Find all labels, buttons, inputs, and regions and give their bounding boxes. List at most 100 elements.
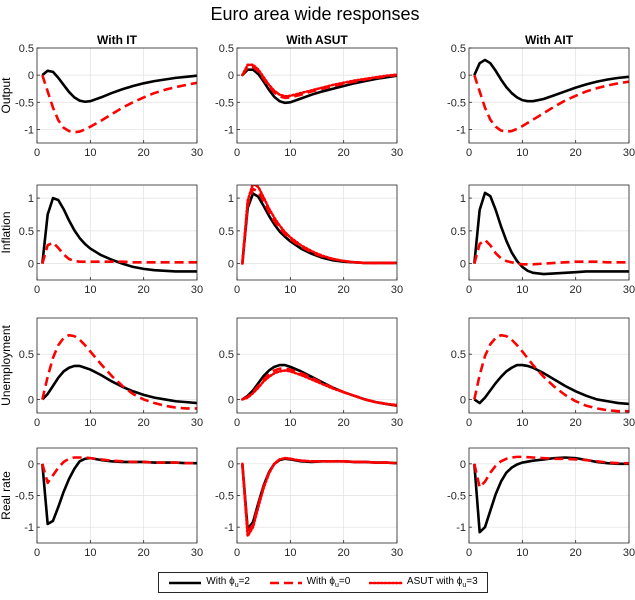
y-tick-label: -0.5 <box>447 491 466 503</box>
x-tick-label: 10 <box>516 284 528 296</box>
panel-inflation-with-asut: 0 10 20 30 1 0.5 0 <box>219 184 403 296</box>
plot-area <box>237 318 397 413</box>
x-tick-label: 20 <box>138 284 150 296</box>
panel-real-rate-with-it: 0 10 20 30 0 -0.5 -1 Real rate <box>0 447 203 559</box>
row-label-output: Output <box>0 77 13 114</box>
x-tick-label: 20 <box>338 547 350 559</box>
legend-swatch <box>269 581 302 584</box>
y-tick-label: 0.5 <box>451 349 466 361</box>
y-tick-label: -0.5 <box>215 97 234 109</box>
y-tick-label: 0.5 <box>19 43 34 55</box>
column-title-with-ait: With AIT <box>525 33 574 47</box>
panel-output-with-ait: 0 10 20 30 0.5 0 -0.5 -1 With AIT <box>447 33 635 159</box>
panel-unemployment-with-ait: 0 10 20 30 0.5 0 <box>451 317 635 429</box>
column-title-with-it: With IT <box>97 33 138 47</box>
y-tick-label: -1 <box>456 124 466 136</box>
x-tick-label: 10 <box>84 147 96 159</box>
plot-area <box>237 48 397 143</box>
y-tick-label: 1 <box>28 193 34 205</box>
panel-output-with-it: 0 10 20 30 0.5 0 -0.5 -1 With IT Output <box>0 33 203 159</box>
x-tick-label: 30 <box>391 417 403 429</box>
series-line-phi0 <box>41 456 197 485</box>
x-tick-label: 30 <box>191 284 203 296</box>
panel-unemployment-with-asut: 0 10 20 30 0.5 0 <box>219 317 403 429</box>
axes-box <box>236 47 398 144</box>
x-tick-label: 10 <box>284 147 296 159</box>
x-tick-label: 10 <box>516 547 528 559</box>
x-tick-label: 20 <box>570 547 582 559</box>
y-tick-label: 0.5 <box>451 226 466 238</box>
x-tick-label: 30 <box>191 147 203 159</box>
x-tick-label: 30 <box>623 547 635 559</box>
y-tick-label: -0.5 <box>15 97 34 109</box>
panel-unemployment-with-it: 0 10 20 30 0.5 0 Unemployment <box>0 317 203 429</box>
y-tick-label: -1 <box>24 124 34 136</box>
x-tick-label: 0 <box>466 417 472 429</box>
panel-inflation-with-ait: 0 10 20 30 1 0.5 0 <box>451 184 635 296</box>
series-line-phi0 <box>41 74 197 134</box>
x-tick-label: 30 <box>191 547 203 559</box>
legend-swatch <box>368 581 403 584</box>
y-tick-label: -0.5 <box>215 491 234 503</box>
series-line-phi0 <box>41 241 197 264</box>
figure-title: Euro area wide responses <box>210 4 419 24</box>
x-tick-label: 0 <box>34 547 40 559</box>
legend-item-phi0: With ϕu=0 <box>269 576 351 589</box>
x-tick-label: 0 <box>34 417 40 429</box>
plot-area <box>469 48 629 143</box>
x-tick-label: 0 <box>234 284 240 296</box>
x-tick-label: 0 <box>234 147 240 159</box>
y-tick-label: -1 <box>456 522 466 534</box>
x-tick-label: 20 <box>338 147 350 159</box>
plot-area <box>37 48 197 143</box>
y-tick-label: 0.5 <box>219 226 234 238</box>
x-tick-label: 30 <box>623 417 635 429</box>
panel-inflation-with-it: 0 10 20 30 1 0.5 0 Inflation <box>0 184 203 296</box>
y-tick-label: 0 <box>28 459 34 471</box>
legend-item-asut3: ASUT with ϕu=3 <box>368 576 478 589</box>
x-tick-label: 10 <box>84 547 96 559</box>
x-tick-label: 20 <box>138 547 150 559</box>
series-line-phi0 <box>473 455 629 489</box>
x-tick-label: 20 <box>570 417 582 429</box>
y-tick-label: 1 <box>460 193 466 205</box>
x-tick-label: 30 <box>391 547 403 559</box>
y-tick-label: 0 <box>460 459 466 471</box>
x-tick-label: 10 <box>284 284 296 296</box>
x-tick-label: 0 <box>466 284 472 296</box>
y-tick-label: 0 <box>228 394 234 406</box>
x-tick-label: 20 <box>570 284 582 296</box>
y-tick-label: 0.5 <box>19 349 34 361</box>
x-tick-label: 30 <box>191 417 203 429</box>
y-tick-label: -1 <box>224 124 234 136</box>
x-tick-label: 20 <box>138 147 150 159</box>
plot-area <box>469 318 629 413</box>
axes-box <box>468 317 630 414</box>
y-tick-label: 0.5 <box>219 349 234 361</box>
series-line-phi0 <box>473 74 629 133</box>
x-tick-label: 0 <box>34 284 40 296</box>
x-tick-label: 0 <box>234 547 240 559</box>
row-label-unemployment: Unemployment <box>0 324 13 405</box>
x-tick-label: 0 <box>234 417 240 429</box>
x-tick-label: 0 <box>466 147 472 159</box>
series-line-asut3 <box>241 185 397 265</box>
series-line-asut3 <box>241 456 397 538</box>
y-tick-label: 1 <box>228 193 234 205</box>
y-tick-label: 0 <box>460 259 466 271</box>
y-tick-label: 0 <box>228 459 234 471</box>
legend: With ϕu=2 With ϕu=0 ASUT with ϕu=3 <box>158 572 488 593</box>
y-tick-label: 0 <box>228 70 234 82</box>
row-label-real-rate: Real rate <box>0 471 13 520</box>
x-tick-label: 10 <box>284 547 296 559</box>
panel-real-rate-with-asut: 0 10 20 30 0 -0.5 -1 <box>215 447 403 559</box>
y-tick-label: 0 <box>28 259 34 271</box>
legend-label: With ϕu=0 <box>306 576 351 589</box>
axes-box <box>236 317 398 414</box>
x-tick-label: 20 <box>138 417 150 429</box>
series-line-phi0 <box>473 333 629 413</box>
axes-box <box>36 317 198 414</box>
plot-area <box>37 185 197 280</box>
legend-swatch <box>169 581 202 584</box>
